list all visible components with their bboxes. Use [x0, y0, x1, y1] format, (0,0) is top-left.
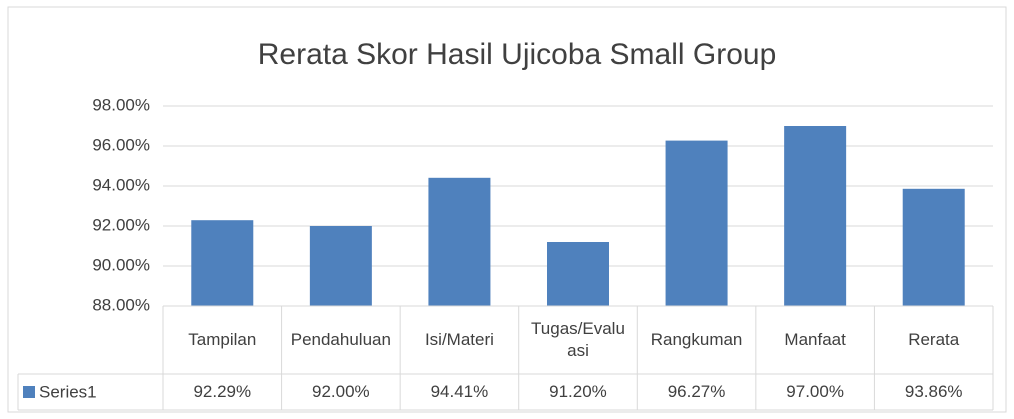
x-tick-label: Tugas/Evaluasi — [531, 319, 625, 360]
bar — [665, 140, 728, 306]
data-label: 96.27% — [667, 382, 726, 401]
bar — [547, 242, 609, 306]
bar — [309, 226, 372, 306]
data-label: 92.29% — [193, 382, 252, 401]
x-tick-label: Rangkuman — [650, 330, 743, 349]
x-tick-label: Tampilan — [188, 330, 257, 349]
y-tick-label: 94.00% — [92, 175, 150, 194]
bar — [428, 177, 491, 306]
legend-key — [23, 386, 35, 398]
x-tick-label-box: Isi/Materi — [424, 330, 494, 349]
data-label: 92.00% — [312, 382, 370, 401]
x-tick-label-box: Manfaat — [784, 330, 846, 349]
x-tick-label: Isi/Materi — [424, 330, 494, 349]
bar — [191, 220, 254, 306]
x-tick-label-box: Rerata — [908, 330, 960, 349]
data-label: 93.86% — [904, 382, 963, 401]
data-label: 94.41% — [430, 382, 489, 401]
x-tick-label: Rerata — [908, 330, 960, 349]
data-label: 91.20% — [549, 382, 607, 401]
y-tick-label: 88.00% — [92, 295, 150, 314]
data-label: 97.00% — [786, 382, 844, 401]
bar — [902, 188, 965, 306]
data-label-box: 91.20% — [549, 382, 607, 401]
bar — [784, 126, 847, 306]
x-tick-label: Pendahuluan — [290, 330, 391, 349]
y-tick-label: 92.00% — [92, 215, 150, 234]
x-tick-label-box: Tugas/Evaluasi — [531, 319, 625, 360]
data-label-box: 93.86% — [904, 382, 963, 401]
data-label-box: 92.00% — [312, 382, 370, 401]
x-tick-label-box: Pendahuluan — [290, 330, 391, 349]
data-label-box: 94.41% — [430, 382, 489, 401]
data-label-box: 97.00% — [786, 382, 844, 401]
x-tick-label-box: Rangkuman — [650, 330, 743, 349]
x-tick-label: Manfaat — [784, 330, 846, 349]
y-tick-label: 96.00% — [92, 135, 150, 154]
y-tick-label: 90.00% — [92, 255, 150, 274]
chart-title: Rerata Skor Hasil Ujicoba Small Group — [258, 38, 777, 71]
y-tick-label: 98.00% — [92, 95, 150, 114]
legend-label: Series1 — [39, 382, 97, 401]
data-label-box: 92.29% — [193, 382, 252, 401]
data-label-box: 96.27% — [667, 382, 726, 401]
x-tick-label-box: Tampilan — [188, 330, 257, 349]
